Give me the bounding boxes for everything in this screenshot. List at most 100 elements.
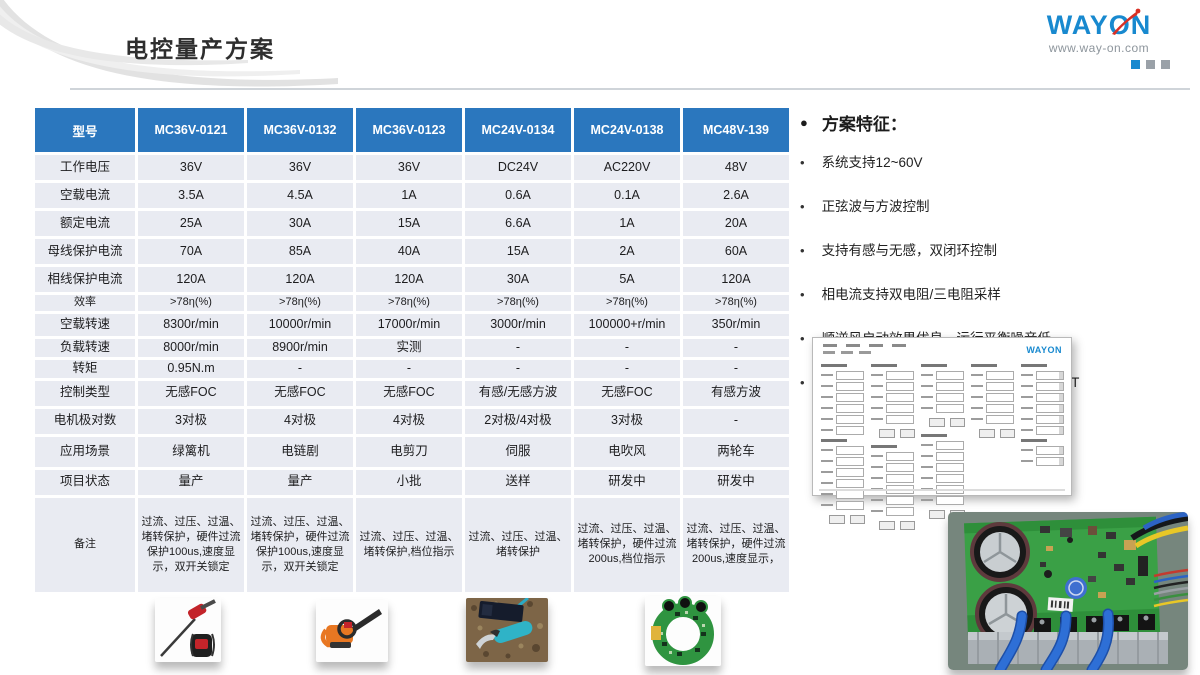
tool-field-label [1021, 428, 1033, 432]
tool-field [921, 462, 965, 472]
list-item: • 相电流支持双电阻/三电阻采样 [800, 283, 1196, 303]
table-cell: 两轮车 [683, 436, 789, 467]
tool-field-label [871, 373, 883, 377]
table-cell: 4对极 [356, 408, 462, 434]
tool-field-input [886, 403, 914, 413]
tool-group-header [1021, 364, 1047, 367]
spec-table-head: 型号 MC36V-0121 MC36V-0132 MC36V-0123 MC24V-01… [35, 108, 789, 152]
row-label: 母线保护电流 [35, 239, 135, 264]
table-cell: 36V [247, 155, 353, 180]
tool-field [971, 414, 1015, 424]
tool-buttons [979, 429, 1015, 438]
tool-field [1021, 381, 1065, 391]
section-bullet-icon: ● [800, 115, 808, 130]
tool-field [821, 425, 865, 435]
table-cell: 量产 [138, 469, 244, 495]
col-header: MC36V-0132 [247, 108, 353, 152]
tool-menubar [823, 344, 906, 347]
ring-pcb-module-photo [645, 596, 721, 666]
tool-field-input [1036, 381, 1064, 391]
table-row: 备注 过流、过压、过温、堵转保护，硬件过流保护100us,速度显示，双开关锁定 过流… [35, 497, 789, 592]
table-cell: 小批 [356, 469, 462, 495]
tool-group-header [1021, 439, 1047, 442]
tool-field-input [1036, 456, 1064, 466]
tool-field-input [836, 392, 864, 402]
page-title: 电控量产方案 [125, 36, 275, 62]
tool-field-label [971, 406, 983, 410]
tool-field [971, 381, 1015, 391]
table-cell: 1A [356, 183, 462, 208]
tool-field [1021, 445, 1065, 455]
tool-field [921, 440, 965, 450]
table-row: 负载转速 8000r/min 8900r/min 实测 - - - [35, 338, 789, 357]
tool-field [921, 484, 965, 494]
table-cell: 量产 [247, 469, 353, 495]
tool-field-input [836, 403, 864, 413]
table-cell: 研发中 [574, 469, 680, 495]
table-cell: 85A [247, 239, 353, 264]
tool-field-label [971, 373, 983, 377]
tool-field-label [971, 417, 983, 421]
tool-field-column [971, 362, 1015, 483]
tool-field [921, 370, 965, 380]
header-divider [70, 88, 1190, 90]
table-cell: 过流、过压、过温、堵转保护，硬件过流200us,速度显示， [683, 497, 789, 592]
tool-field-label [1021, 373, 1033, 377]
tool-field-input [936, 462, 964, 472]
table-cell: - [683, 408, 789, 434]
tool-field-label [1021, 417, 1033, 421]
table-cell: 过流、过压、过温、堵转保护,档位指示 [356, 497, 462, 592]
table-cell: 有感方波 [683, 380, 789, 406]
tool-field-label [921, 384, 933, 388]
tool-field-label [871, 406, 883, 410]
row-label: 相线保护电流 [35, 267, 135, 292]
table-cell: 2A [574, 239, 680, 264]
tool-group-header [871, 364, 897, 367]
tool-field-label [821, 492, 833, 496]
table-cell: 3.5A [138, 183, 244, 208]
tool-field [971, 370, 1015, 380]
table-cell: 0.95N.m [138, 359, 244, 378]
table-cell: AC220V [574, 155, 680, 180]
tool-field [821, 381, 865, 391]
tool-field-input [836, 445, 864, 455]
feature-text: 正弦波与方波控制 [821, 199, 930, 214]
tool-field-input [1036, 414, 1064, 424]
table-cell: 20A [683, 211, 789, 236]
col-header: MC48V-139 [683, 108, 789, 152]
table-cell: 120A [683, 267, 789, 292]
table-cell: - [683, 359, 789, 378]
feature-text: 系统支持12~60V [821, 155, 923, 170]
table-cell: 2.6A [683, 183, 789, 208]
table-row: 转矩 0.95N.m - - - - - [35, 359, 789, 378]
table-cell: 2对极/4对极 [465, 408, 571, 434]
tool-field [921, 495, 965, 505]
spec-table-body: 工作电压 36V 36V 36V DC24V AC220V 48V 空载电流 3.5A 4.5A 1… [35, 155, 789, 592]
table-cell: 5A [574, 267, 680, 292]
table-cell: >78η(%) [574, 295, 680, 311]
table-cell: 无感FOC [247, 380, 353, 406]
table-cell: 送样 [465, 469, 571, 495]
tool-field-label [821, 448, 833, 452]
table-cell: - [356, 359, 462, 378]
tool-field-input [836, 381, 864, 391]
table-cell: 电吹风 [574, 436, 680, 467]
tool-field-input [886, 451, 914, 461]
tool-group-header [821, 364, 847, 367]
tool-field [921, 451, 965, 461]
tool-field-input [886, 370, 914, 380]
tool-group-header [921, 364, 947, 367]
tool-field-label [971, 395, 983, 399]
table-cell: >78η(%) [247, 295, 353, 311]
tool-buttons [879, 521, 915, 530]
table-cell: 10000r/min [247, 313, 353, 336]
table-cell: 过流、过压、过温、堵转保护，硬件过流保护100us,速度显示，双开关锁定 [138, 497, 244, 592]
table-cell: 3000r/min [465, 313, 571, 336]
tool-field-label [821, 384, 833, 388]
tool-button [979, 429, 995, 438]
bullet-icon: • [800, 287, 805, 302]
tool-field [821, 467, 865, 477]
tool-button [829, 515, 845, 524]
table-cell: 有感/无感方波 [465, 380, 571, 406]
